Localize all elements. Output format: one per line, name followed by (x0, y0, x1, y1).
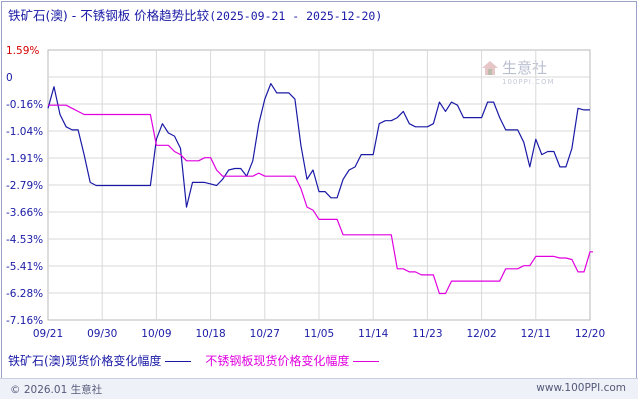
y-tick-label: 0 (6, 72, 13, 84)
legend-label-iron-ore: 铁矿石(澳)现货价格变化幅度 (8, 354, 162, 368)
x-tick-label: 12/20 (575, 328, 605, 340)
x-tick-label: 10/09 (141, 328, 171, 340)
x-tick-label: 12/02 (466, 328, 496, 340)
x-tick-label: 11/23 (412, 328, 442, 340)
x-tick-label: 11/14 (358, 328, 389, 340)
series-line-stainless (48, 104, 593, 295)
y-tick-label: -3.66% (6, 207, 43, 219)
watermark-logo-icon (482, 61, 498, 75)
y-tick-label: 1.59% (6, 45, 39, 57)
x-tick-label: 12/11 (521, 328, 551, 340)
y-tick-label: -1.04% (6, 126, 43, 138)
x-tick-label: 10/27 (250, 328, 280, 340)
y-tick-label: -4.53% (6, 234, 43, 246)
chart-title-date-range: (2025-09-21 - 2025-12-20) (209, 9, 383, 23)
footer-site-link[interactable]: www.100PPI.com (536, 382, 626, 394)
chart-title: 铁矿石(澳) - 不锈钢板 价格趋势比较(2025-09-21 - 2025-1… (8, 5, 382, 24)
y-tick-label: -7.16% (6, 315, 43, 327)
series-line-iron-ore (47, 82, 590, 208)
y-tick-label: -2.79% (6, 180, 43, 192)
chart-legend: 铁矿石(澳)现货价格变化幅度 不锈钢板现货价格变化幅度 (8, 352, 380, 369)
footer-bar: © 2026.01 生意社 www.100PPI.com (0, 378, 638, 399)
legend-label-stainless: 不锈钢板现货价格变化幅度 (205, 354, 350, 368)
legend-swatch-stainless (353, 361, 380, 362)
x-tick-label: 11/05 (304, 328, 334, 340)
y-tick-label: -5.41% (6, 261, 43, 273)
chart-title-main: 铁矿石(澳) - 不锈钢板 价格趋势比较 (8, 8, 210, 23)
footer-copyright: © 2026.01 生意社 (10, 384, 103, 396)
watermark-url: 100PPI.COM (502, 78, 555, 86)
x-tick-label: 10/18 (195, 328, 225, 340)
y-tick-label: -1.91% (6, 153, 43, 165)
legend-swatch-iron-ore (165, 361, 192, 362)
y-tick-label: -6.28% (6, 288, 43, 300)
x-tick-label: 09/21 (33, 328, 63, 340)
y-tick-label: -0.16% (6, 99, 43, 111)
x-tick-label: 09/30 (87, 328, 117, 340)
